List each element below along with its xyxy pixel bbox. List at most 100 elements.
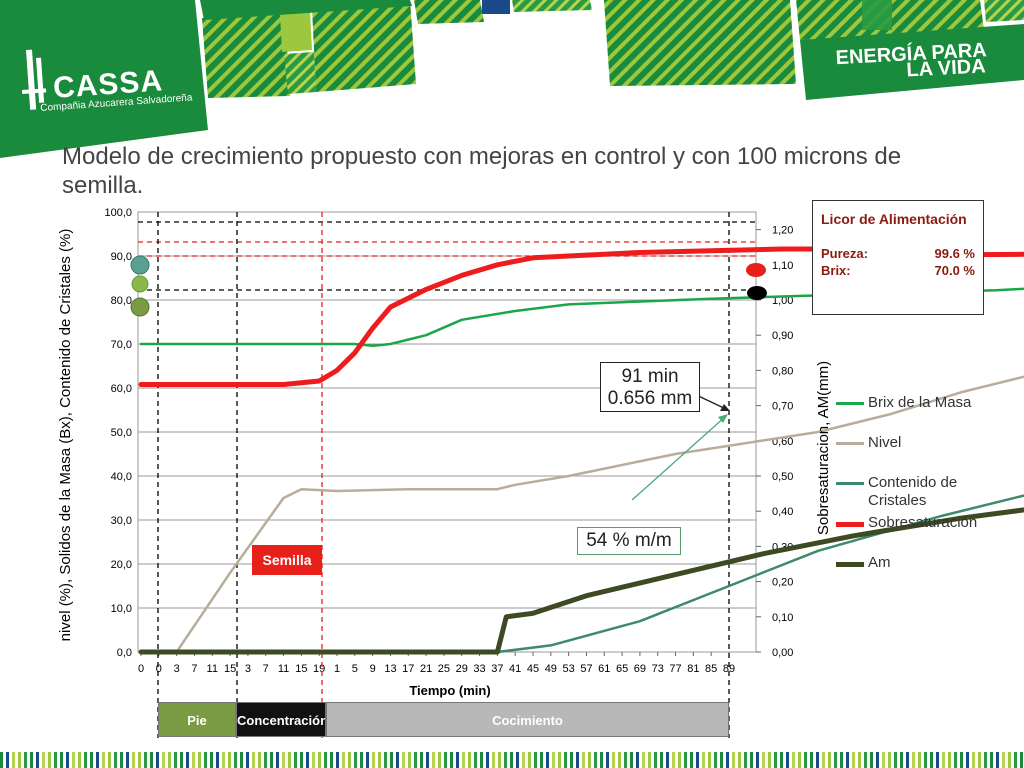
footer-stripe	[348, 752, 351, 768]
phase-pie: Pie	[158, 702, 236, 737]
footer-stripe	[894, 752, 897, 768]
x-tick-label: 13	[384, 663, 396, 675]
x-tick-label: 0	[156, 663, 162, 675]
y2-tick-label: 1,20	[772, 225, 793, 237]
footer-stripe	[570, 752, 573, 768]
footer-stripe	[120, 752, 123, 768]
footer-stripe	[240, 752, 243, 768]
footer-stripe	[198, 752, 201, 768]
y-axis-label: nivel (%), Solidos de la Masa (Bx), Cont…	[57, 229, 74, 642]
footer-stripe	[450, 752, 453, 768]
footer-stripe	[540, 752, 543, 768]
x-tick-label: 1	[334, 663, 340, 675]
footer-stripe	[624, 752, 627, 768]
brix-label: Brix:	[821, 263, 851, 278]
legend-label: Nivel	[868, 434, 902, 451]
footer-stripe	[804, 752, 807, 768]
footer-stripe	[414, 752, 417, 768]
marker-lightgreen	[131, 275, 149, 293]
footer-stripe	[708, 752, 711, 768]
footer-stripe	[642, 752, 645, 768]
footer-stripe	[954, 752, 957, 768]
slide-title: Modelo de crecimiento propuesto con mejo…	[62, 143, 902, 199]
footer-stripe	[888, 752, 891, 768]
footer-stripe	[102, 752, 105, 768]
legend-label: Contenido de Cristales	[868, 474, 958, 509]
x-tick-label: 7	[263, 663, 269, 675]
footer-stripe	[78, 752, 81, 768]
feed-liquor-box: Licor de Alimentación Pureza: 99.6 % Bri…	[812, 200, 984, 315]
footer-stripe	[930, 752, 933, 768]
x-tick-label: 41	[509, 663, 521, 675]
legend-swatch	[836, 562, 864, 567]
footer-stripe	[210, 752, 213, 768]
y2-tick-label: 1,10	[772, 260, 793, 272]
legend-swatch	[836, 482, 864, 485]
footer-stripe	[42, 752, 45, 768]
footer-stripe	[618, 752, 621, 768]
footer-stripe	[294, 752, 297, 768]
footer-stripe	[780, 752, 783, 768]
footer-stripe	[522, 752, 525, 768]
footer-stripe	[420, 752, 423, 768]
y-tick-label: 30,0	[111, 515, 132, 527]
footer-stripe	[906, 752, 909, 768]
x-tick-label: 5	[352, 663, 358, 675]
series-sobresaturaci-n	[138, 246, 1024, 387]
footer-stripe	[438, 752, 441, 768]
y-tick-label: 90,0	[111, 251, 132, 263]
footer-stripe	[474, 752, 477, 768]
pureza-row: Pureza: 99.6 %	[821, 245, 975, 262]
footer-stripe	[738, 752, 741, 768]
footer-stripe	[696, 752, 699, 768]
arrow-crystals-head	[718, 414, 728, 423]
series-nivel	[139, 375, 1024, 654]
x-tick-label: 15	[295, 663, 307, 675]
footer-stripe	[258, 752, 261, 768]
footer-stripe	[756, 752, 759, 768]
x-tick-label: 0	[138, 663, 144, 675]
marker-olive	[130, 297, 150, 317]
x-tick-label: 69	[634, 663, 646, 675]
footer-stripe	[510, 752, 513, 768]
footer-stripe	[96, 752, 99, 768]
footer-stripe	[822, 752, 825, 768]
y-tick-label: 100,0	[104, 207, 132, 219]
footer-stripe	[714, 752, 717, 768]
arrow-crystals	[631, 415, 727, 501]
x-tick-label: 77	[669, 663, 681, 675]
time-annotation-line-1: 91 min	[621, 366, 679, 387]
footer-stripe	[306, 752, 309, 768]
footer-stripe	[108, 752, 111, 768]
y2-tick-label: 0,80	[772, 365, 793, 377]
y-tick-label: 70,0	[111, 339, 132, 351]
footer-stripe	[774, 752, 777, 768]
footer-stripe	[792, 752, 795, 768]
footer-stripe	[372, 752, 375, 768]
y-tick-label: 40,0	[111, 471, 132, 483]
x-tick-label: 17	[402, 663, 414, 675]
x-tick-label: 89	[723, 663, 735, 675]
semilla-label: Semilla	[252, 545, 322, 575]
footer-stripe	[252, 752, 255, 768]
footer-stripe	[468, 752, 471, 768]
footer-stripe	[354, 752, 357, 768]
legend-item: Contenido de Cristales	[836, 472, 1016, 512]
footer-stripe	[228, 752, 231, 768]
phase-cocimiento: Cocimiento	[326, 702, 729, 737]
footer-stripe	[234, 752, 237, 768]
footer-stripe	[594, 752, 597, 768]
marker-black	[747, 286, 767, 300]
footer-stripe	[678, 752, 681, 768]
y2-tick-label: 0,50	[772, 471, 793, 483]
footer-stripe	[138, 752, 141, 768]
x-tick-label: 49	[545, 663, 557, 675]
footer-stripe	[300, 752, 303, 768]
footer-stripe	[318, 752, 321, 768]
footer-stripe	[342, 752, 345, 768]
x-tick-label: 45	[527, 663, 539, 675]
marker-teal	[130, 255, 150, 275]
footer-stripe	[876, 752, 879, 768]
footer-stripe	[534, 752, 537, 768]
footer-stripe	[924, 752, 927, 768]
